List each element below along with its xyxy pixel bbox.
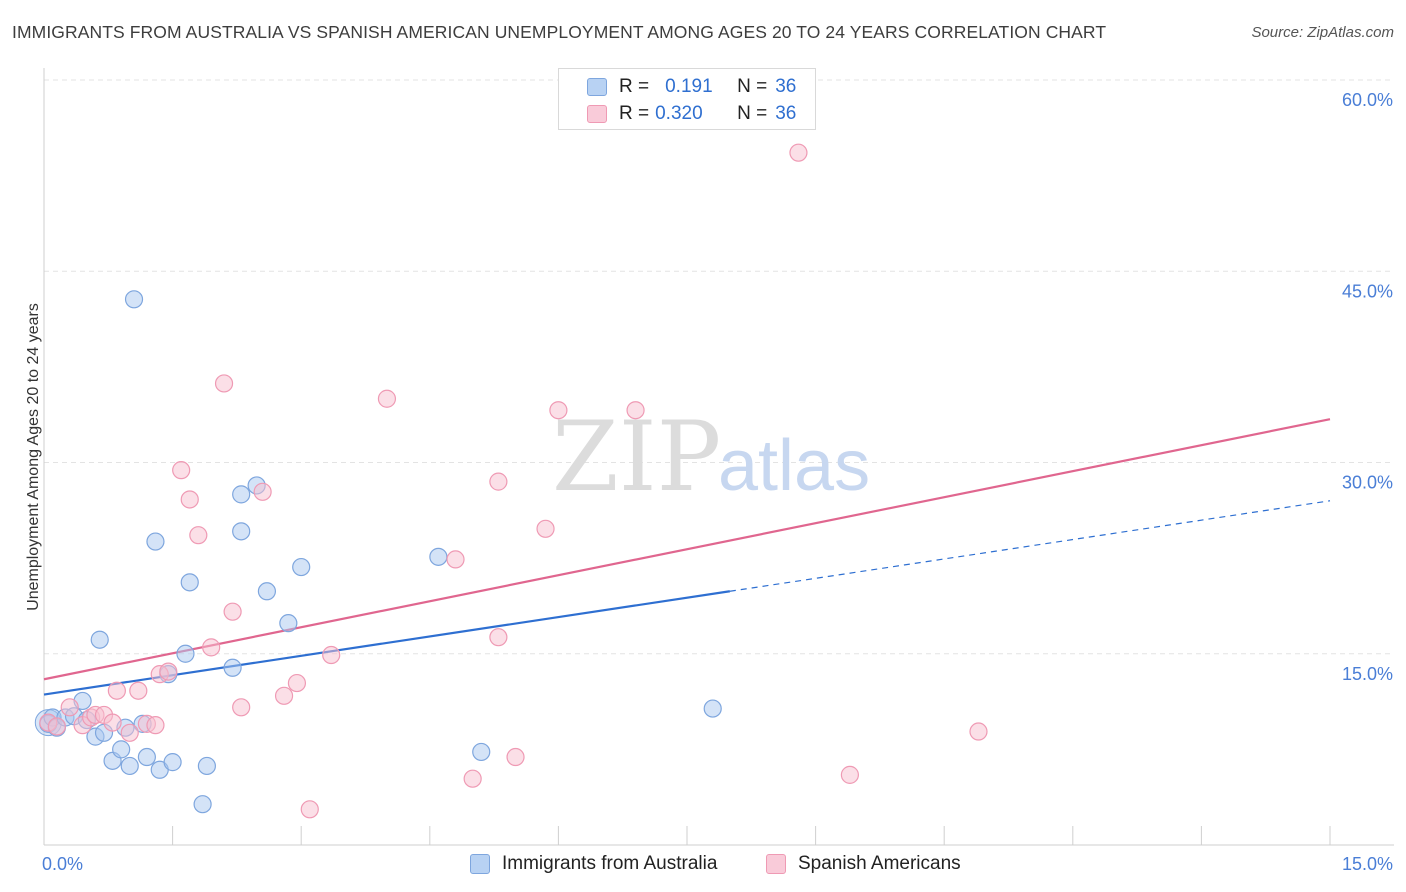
- legend-swatch-pink: [587, 105, 607, 123]
- spanish-point: [253, 482, 272, 501]
- tick-labels: 15.0% 30.0% 45.0% 60.0% 0.0% 15.0%: [42, 90, 1393, 874]
- x-tick-label: 15.0%: [1342, 854, 1393, 874]
- spanish-point: [107, 681, 126, 700]
- spanish-point: [189, 526, 208, 545]
- australia-point: [279, 614, 298, 633]
- spanish-point: [322, 645, 341, 665]
- australia-point: [223, 658, 242, 677]
- australia-point: [146, 532, 165, 551]
- spanish-point: [274, 686, 294, 705]
- australia-trend-extension: [729, 500, 1331, 592]
- australia-point: [472, 742, 491, 762]
- spanish-point: [626, 401, 645, 420]
- spanish-trend-line: [43, 418, 1331, 681]
- spanish-point: [789, 143, 808, 162]
- gridlines: [44, 79, 1394, 655]
- spanish-point: [377, 389, 397, 408]
- spanish-point: [146, 716, 165, 735]
- bottom-legend-swatch-blue: [470, 854, 490, 874]
- bottom-legend-label: Immigrants from Australia: [502, 853, 718, 874]
- australia-point: [163, 753, 182, 772]
- y-tick-label: 15.0%: [1342, 664, 1393, 684]
- spanish-point: [180, 490, 199, 509]
- australia-trend-line: [43, 590, 731, 696]
- spanish-point: [60, 698, 79, 717]
- australia-point: [137, 747, 156, 767]
- spanish-point: [103, 713, 122, 732]
- australia-point: [90, 630, 109, 649]
- bottom-legend-spanish: Spanish Americans: [766, 850, 961, 878]
- spanish-point: [120, 723, 139, 742]
- spanish-point: [214, 374, 234, 393]
- legend-row-australia: R = 0.191 N = 36: [587, 75, 796, 99]
- australia-point: [180, 573, 199, 592]
- spanish-point: [840, 765, 859, 784]
- australia-point: [232, 485, 251, 504]
- correlation-legend: R = 0.191 N = 36 R = 0.320 N = 36: [558, 68, 816, 130]
- chart-title: IMMIGRANTS FROM AUSTRALIA VS SPANISH AME…: [12, 22, 1107, 42]
- spanish-point: [536, 519, 555, 538]
- australia-point: [429, 547, 448, 566]
- legend-r-label: R =: [619, 76, 650, 97]
- source-label: Source: ZipAtlas.com: [1251, 24, 1394, 41]
- spanish-point: [287, 673, 307, 693]
- australia-point: [703, 699, 722, 718]
- legend-r-value: 0.191: [665, 76, 713, 97]
- spanish-point: [172, 461, 191, 480]
- australia-point: [176, 644, 195, 663]
- australia-point: [232, 522, 251, 541]
- bottom-legend-australia: Immigrants from Australia: [470, 850, 717, 878]
- legend-n-label: N =: [737, 76, 768, 97]
- y-tick-label: 45.0%: [1342, 281, 1393, 301]
- y-tick-label: 30.0%: [1342, 473, 1393, 493]
- bottom-legend-label: Spanish Americans: [798, 853, 961, 874]
- spanish-point: [232, 698, 251, 717]
- australia-point: [120, 756, 139, 776]
- australia-point: [257, 582, 277, 601]
- australia-point: [193, 795, 212, 814]
- australia-point: [112, 740, 131, 759]
- spanish-point: [159, 662, 178, 681]
- x-tick-label: 0.0%: [42, 854, 83, 874]
- watermark: ZIP atlas: [552, 401, 870, 513]
- australia-point: [197, 756, 216, 776]
- legend-n-label: N =: [737, 103, 768, 124]
- watermark-atlas: atlas: [718, 426, 870, 506]
- spanish-point: [446, 550, 465, 569]
- spanish-point: [489, 472, 508, 491]
- australia-point: [292, 557, 311, 577]
- legend-n-value: 36: [775, 103, 797, 124]
- spanish-point: [300, 800, 319, 819]
- spanish-point: [129, 681, 148, 700]
- legend-r-value: 0.320: [655, 103, 703, 124]
- legend-r-label: R =: [619, 103, 650, 124]
- legend-row-spanish: R = 0.320 N = 36: [587, 102, 796, 126]
- y-tick-label: 60.0%: [1342, 90, 1393, 110]
- data-points: [34, 143, 988, 819]
- y-axis-label: Unemployment Among Ages 20 to 24 years: [25, 303, 42, 611]
- australia-point: [124, 290, 144, 309]
- legend-swatch-blue: [587, 78, 607, 96]
- spanish-point: [223, 602, 242, 621]
- spanish-point: [47, 717, 66, 736]
- legend-n-value: 36: [775, 76, 797, 97]
- spanish-point: [489, 628, 508, 647]
- watermark-zip: ZIP: [552, 401, 721, 513]
- bottom-legend-swatch-pink: [766, 854, 786, 874]
- spanish-point: [969, 722, 988, 741]
- spanish-point: [506, 747, 525, 767]
- spanish-point: [549, 401, 568, 420]
- spanish-point: [463, 769, 482, 788]
- spanish-point: [202, 638, 221, 657]
